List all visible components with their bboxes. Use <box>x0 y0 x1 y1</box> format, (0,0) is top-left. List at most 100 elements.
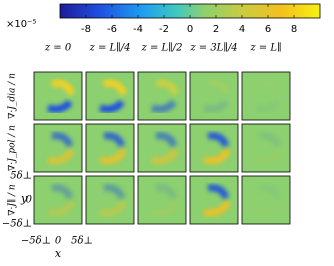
blob <box>203 99 229 113</box>
panel <box>33 175 83 225</box>
panel-frame <box>241 71 291 121</box>
y-tick-label: −5δ⊥ <box>2 219 32 230</box>
blob <box>47 148 76 165</box>
panel-image <box>86 72 134 120</box>
panel <box>33 71 83 121</box>
row-label: ∇·J_pol / n <box>8 125 18 171</box>
panel-frame <box>85 175 135 225</box>
panel <box>241 175 291 225</box>
panel-background <box>86 124 134 172</box>
column-label: z = L∥ <box>249 42 281 54</box>
panel-image <box>138 176 186 224</box>
blob <box>99 99 125 113</box>
panel-background <box>34 176 82 224</box>
x-axis-label: x <box>55 247 62 260</box>
row-label: ∇·J_dia / n <box>8 73 18 119</box>
panel-background <box>242 72 290 120</box>
panel-frame <box>33 123 83 173</box>
panel-frame <box>137 175 187 225</box>
blob <box>255 99 281 113</box>
panel-image <box>138 72 186 120</box>
panel <box>33 123 83 173</box>
blob <box>207 132 230 148</box>
panel-frame <box>85 71 135 121</box>
panel-background <box>242 124 290 172</box>
blob <box>207 184 230 200</box>
blob <box>255 148 284 165</box>
blob <box>47 99 73 113</box>
panel-image <box>86 176 134 224</box>
panel <box>85 123 135 173</box>
x-tick-label: −5δ⊥ <box>21 236 51 247</box>
x-tick-label: 0 <box>55 236 62 247</box>
panel-background <box>86 176 134 224</box>
blob <box>51 184 74 200</box>
y-tick-label: 0 <box>26 195 33 206</box>
panel-frame <box>189 175 239 225</box>
panel <box>85 71 135 121</box>
panel-image <box>34 124 82 172</box>
blob <box>103 132 126 148</box>
panel-background <box>138 176 186 224</box>
panel-background <box>34 124 82 172</box>
blob <box>151 200 180 217</box>
panel-image <box>34 72 82 120</box>
panel <box>189 123 239 173</box>
panel <box>241 123 291 173</box>
panel-background <box>190 176 238 224</box>
panel-background <box>86 72 134 120</box>
blob <box>259 79 284 96</box>
blob <box>99 200 128 217</box>
blob <box>203 200 232 217</box>
blob <box>103 79 128 96</box>
panel <box>85 175 135 225</box>
colorbar-tick-label: -6 <box>107 24 117 35</box>
blob <box>99 148 128 165</box>
panel <box>137 123 187 173</box>
column-label: z = L∥/4 <box>89 42 131 54</box>
panel-image <box>34 176 82 224</box>
colorbar-tick-label: 4 <box>239 24 245 35</box>
blob <box>155 132 178 148</box>
panel-background <box>242 176 290 224</box>
panel-background <box>190 72 238 120</box>
panel-frame <box>137 71 187 121</box>
panel-frame <box>33 175 83 225</box>
blob <box>255 200 284 217</box>
blob <box>51 132 74 148</box>
colorbar-tick-label: 0 <box>187 24 193 35</box>
panel-frame <box>189 71 239 121</box>
panel-image <box>190 176 238 224</box>
colorbar-tick-label: -8 <box>81 24 91 35</box>
panel-frame <box>33 71 83 121</box>
colorbar-tick-label: 2 <box>213 24 219 35</box>
column-label: z = L∥/2 <box>141 42 183 54</box>
panel-background <box>34 72 82 120</box>
panel-image <box>242 124 290 172</box>
blob <box>259 184 282 200</box>
panel-image <box>242 176 290 224</box>
y-axis-label: y <box>20 192 28 205</box>
panel-background <box>190 124 238 172</box>
panel-frame <box>137 123 187 173</box>
row-label: ∇·J∥ / n <box>7 184 18 216</box>
panel <box>189 71 239 121</box>
blob <box>51 79 76 96</box>
colorbar-tick-label: -4 <box>133 24 143 35</box>
blob <box>155 79 180 96</box>
colorbar-tick-label: 6 <box>265 24 271 35</box>
panel <box>137 175 187 225</box>
panel <box>137 71 187 121</box>
panel-frame <box>189 123 239 173</box>
column-label: z = 3L∥/4 <box>189 42 237 54</box>
colorbar-multiplier: ×10⁻⁵ <box>6 19 36 30</box>
panel-image <box>190 72 238 120</box>
panel-image <box>242 72 290 120</box>
panel <box>241 71 291 121</box>
blob <box>151 99 177 113</box>
panel-background <box>138 124 186 172</box>
blob <box>103 184 126 200</box>
colorbar-tick-label: 8 <box>291 24 297 35</box>
y-tick-label: 5δ⊥ <box>10 171 32 182</box>
